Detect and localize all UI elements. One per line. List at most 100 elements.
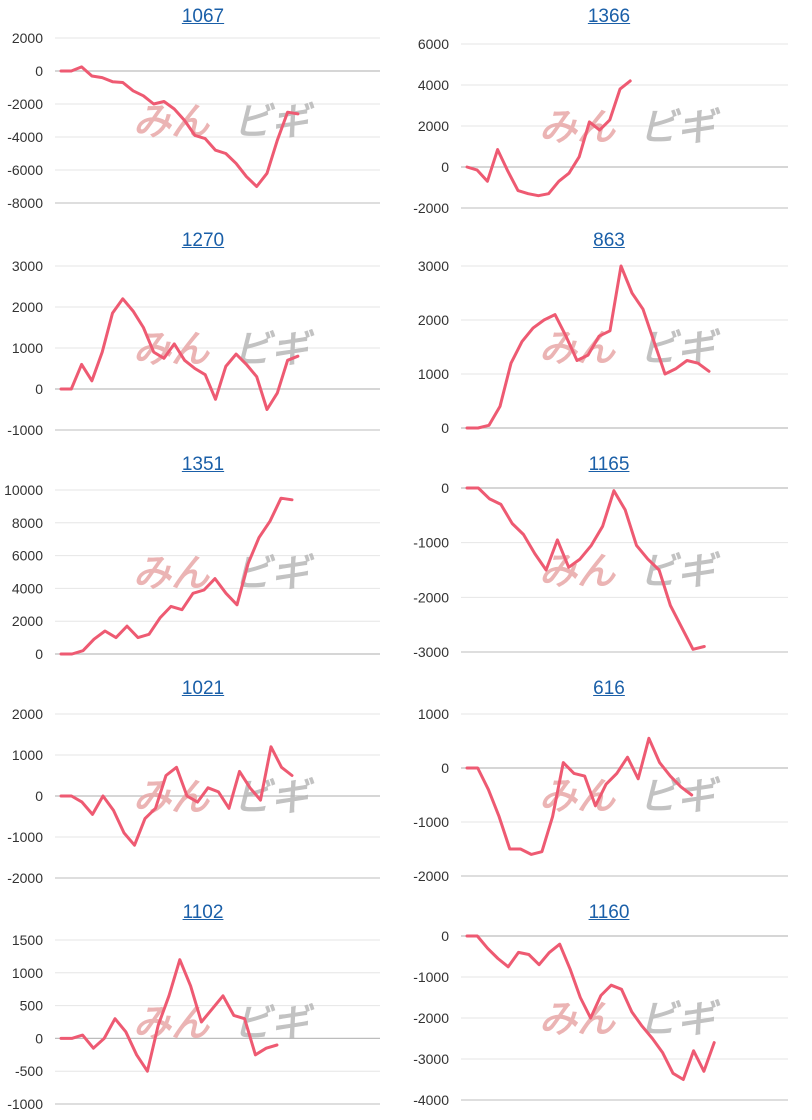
y-tick-label: -1000 [413, 535, 449, 551]
chart-panel: 0 -1000 -2000 -3000 -4000 みん ビギ 1160 [406, 896, 812, 1120]
chart-title-link[interactable]: 1160 [588, 902, 630, 923]
svg-text:みん: みん [133, 553, 210, 595]
y-tick-label: -2000 [7, 870, 43, 886]
watermark-logo: みん ビギ [539, 106, 721, 149]
y-tick-label: 0 [35, 788, 43, 804]
y-tick-label: 0 [35, 1030, 43, 1046]
y-tick-label: 1000 [12, 340, 43, 356]
line-chart: 0 -1000 -2000 -3000 みん ビギ [413, 480, 788, 660]
chart-panel: 3000 2000 1000 0 -1000 みん ビギ 1270 [0, 224, 406, 448]
svg-text:みん: みん [539, 776, 616, 818]
svg-text:ビギ: ビギ [639, 550, 721, 593]
chart-panel: 6000 4000 2000 0 -2000 みん ビギ 1366 [406, 0, 812, 224]
y-tick-label: -3000 [413, 644, 449, 660]
y-tick-label: -6000 [7, 162, 43, 178]
y-tick-label: 0 [441, 928, 449, 944]
y-tick-label: -3000 [413, 1051, 449, 1067]
y-tick-label: 0 [441, 480, 449, 496]
y-tick-label: -4000 [7, 129, 43, 145]
line-chart: 0 -1000 -2000 -3000 -4000 みん ビギ [413, 928, 788, 1108]
y-tick-label: 500 [20, 998, 44, 1014]
y-tick-label: -4000 [413, 1092, 449, 1108]
chart-panel: 3000 2000 1000 0 みん ビギ 863 [406, 224, 812, 448]
y-tick-label: 0 [35, 381, 43, 397]
y-tick-label: -2000 [7, 96, 43, 112]
chart-panel: 0 -1000 -2000 -3000 みん ビギ 1165 [406, 448, 812, 672]
y-tick-label: 1000 [12, 965, 43, 981]
y-tick-label: 0 [441, 420, 449, 436]
series-line [465, 736, 694, 856]
y-tick-label: 2000 [418, 118, 449, 134]
y-tick-label: -1000 [7, 1096, 43, 1112]
y-tick-label: 2000 [12, 30, 43, 46]
chart-title-link[interactable]: 1270 [181, 230, 225, 251]
series-line [59, 745, 294, 847]
y-tick-label: -1000 [413, 969, 449, 985]
y-tick-label: 0 [35, 646, 43, 662]
svg-text:みん: みん [539, 999, 616, 1041]
y-tick-label: 1000 [418, 366, 449, 382]
y-tick-label: -1000 [7, 422, 43, 438]
y-tick-label: -500 [15, 1063, 43, 1079]
series-line [59, 65, 300, 188]
y-tick-label: -2000 [413, 868, 449, 884]
y-tick-label: 4000 [418, 77, 449, 93]
y-tick-label: 0 [441, 760, 449, 776]
series-line [59, 496, 294, 656]
series-line [465, 486, 706, 651]
svg-text:ビギ: ビギ [639, 106, 721, 149]
y-tick-label: 3000 [12, 258, 43, 274]
svg-text:みん: みん [133, 777, 210, 819]
y-tick-label: 6000 [418, 36, 449, 52]
watermark-logo: みん ビギ [133, 101, 315, 144]
y-tick-label: 2000 [12, 706, 43, 722]
y-tick-label: -2000 [413, 589, 449, 605]
chart-panel: 2000 1000 0 -1000 -2000 みん ビギ 1021 [0, 672, 406, 896]
y-tick-label: 0 [35, 63, 43, 79]
y-tick-label: 3000 [418, 258, 449, 274]
line-chart: 6000 4000 2000 0 -2000 みん ビギ [413, 36, 788, 216]
watermark-logo: みん ビギ [133, 552, 315, 595]
y-tick-label: -2000 [413, 1010, 449, 1026]
y-tick-label: 1000 [12, 747, 43, 763]
line-chart: 2000 0 -2000 -4000 -6000 -8000 みん ビギ [7, 30, 380, 211]
watermark-logo: みん ビギ [539, 998, 721, 1041]
chart-panel: 10000 8000 6000 4000 2000 0 みん ビギ 1351 [0, 448, 406, 672]
line-chart: 1000 0 -1000 -2000 みん ビギ [413, 706, 788, 884]
chart-panel: 2000 0 -2000 -4000 -6000 -8000 みん ビギ 1067 [0, 0, 406, 224]
series-line [59, 297, 300, 411]
y-tick-label: -1000 [7, 829, 43, 845]
series-line [59, 958, 279, 1073]
watermark-logo: みん ビギ [539, 550, 721, 593]
chart-title-link[interactable]: 1351 [181, 454, 225, 475]
series-line [465, 264, 711, 430]
y-tick-label: 2000 [418, 312, 449, 328]
y-tick-label: 1000 [418, 706, 449, 722]
y-tick-label: 1500 [12, 932, 43, 948]
chart-panel: 1000 0 -1000 -2000 みん ビギ 616 [406, 672, 812, 896]
svg-text:ビギ: ビギ [639, 998, 721, 1041]
chart-title-link[interactable]: 1366 [587, 6, 631, 27]
y-tick-label: -2000 [413, 200, 449, 216]
y-tick-label: 2000 [12, 299, 43, 315]
series-line [465, 934, 716, 1081]
y-tick-label: 6000 [12, 548, 43, 564]
chart-title-link[interactable]: 1067 [181, 6, 225, 27]
y-tick-label: 0 [441, 159, 449, 175]
chart-title-link[interactable]: 1165 [588, 454, 630, 475]
chart-title-link[interactable]: 1021 [181, 678, 225, 699]
y-tick-label: 10000 [4, 482, 43, 498]
chart-title-link[interactable]: 616 [593, 678, 625, 699]
y-tick-label: -8000 [7, 195, 43, 211]
svg-text:みん: みん [539, 107, 616, 149]
chart-title-link[interactable]: 863 [593, 230, 625, 251]
chart-title-link[interactable]: 1102 [182, 902, 224, 923]
y-tick-label: -1000 [413, 814, 449, 830]
svg-text:ビギ: ビギ [233, 101, 315, 144]
y-tick-label: 2000 [12, 613, 43, 629]
svg-text:ビギ: ビギ [639, 775, 721, 818]
